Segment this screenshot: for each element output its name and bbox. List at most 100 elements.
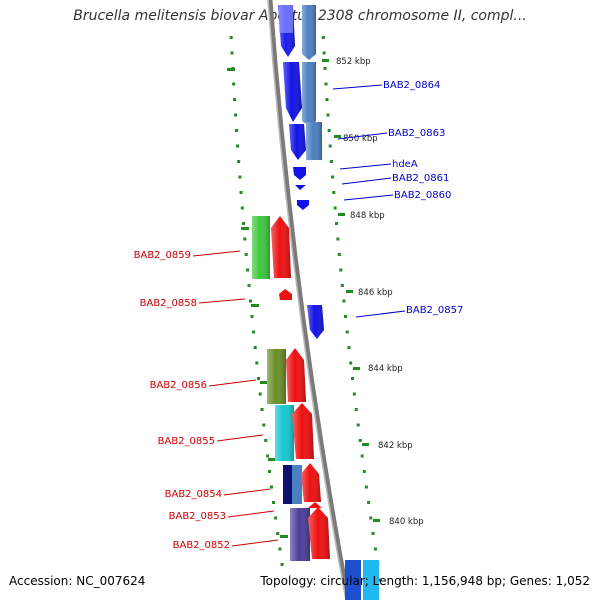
scale-tick-850: 850 kbp	[334, 134, 378, 144]
scale-dot	[280, 563, 284, 566]
scale-dot	[242, 222, 245, 225]
scale-dot	[351, 377, 354, 380]
scale-dot	[230, 51, 234, 55]
scale-dot	[238, 175, 242, 179]
scale-dot	[276, 532, 280, 535]
label-group-bab2-0853[interactable]: BAB2_0853	[169, 510, 275, 522]
scale-dot	[255, 361, 259, 365]
label-group-bab2-0854[interactable]: BAB2_0854	[165, 488, 271, 500]
scale-dot	[233, 98, 237, 101]
scale-dot	[232, 82, 236, 86]
scale-tick-844: 844 kbp	[353, 364, 403, 374]
scale-dot	[367, 501, 371, 504]
gene-glyph-top-partial	[278, 5, 295, 57]
scale-tick-848: 848 kbp	[338, 211, 385, 221]
scale-tick-840: 840 kbp	[373, 517, 424, 527]
scale-dot	[249, 299, 252, 303]
gene-label-bab2-0856: BAB2_0856	[150, 380, 207, 391]
scale-dot	[250, 315, 254, 318]
scale-dot	[264, 439, 268, 442]
scale-dot	[371, 532, 375, 535]
gene-glyph-bab2-0854[interactable]	[283, 463, 321, 504]
scale-dot	[272, 501, 275, 504]
gene-glyph-bab2-0857[interactable]	[307, 305, 324, 339]
scale-dot	[229, 36, 233, 39]
scale-dot	[332, 191, 336, 194]
gene-label-bab2-0858: BAB2_0858	[140, 298, 197, 309]
scale-dot	[362, 470, 366, 473]
scale-dot	[345, 330, 349, 334]
scale-dot	[278, 547, 282, 551]
tick-label-844: 844 kbp	[368, 364, 403, 374]
gene-glyph-bab2-0852[interactable]	[290, 507, 330, 561]
scale-dot	[252, 330, 256, 334]
scale-dot	[324, 82, 328, 86]
gene-label-bab2-0854: BAB2_0854	[165, 489, 222, 500]
scale-dot	[262, 423, 266, 427]
gene-glyph-bab2-0859[interactable]	[252, 216, 291, 279]
scale-tick-842: 842 kbp	[362, 441, 413, 451]
scale-dot	[326, 113, 330, 117]
gene-glyph-bab2-0863[interactable]	[306, 122, 322, 160]
gene-glyph-blue-upper[interactable]	[283, 62, 306, 160]
scale-dot	[321, 36, 325, 39]
label-group-bab2-0859[interactable]: BAB2_0859	[134, 250, 241, 261]
topology-text: Topology: circular; Length: 1,156,948 bp…	[260, 574, 590, 588]
gene-glyph-bab2-0858[interactable]	[279, 289, 292, 300]
scale-dot	[328, 144, 332, 148]
gene-label-bab2-0861: BAB2_0861	[392, 173, 449, 184]
gene-label-bab2-0855: BAB2_0855	[158, 436, 215, 447]
scale-dot	[258, 392, 262, 396]
accession-text: Accession: NC_007624	[9, 574, 146, 588]
tick-label-852: 852 kbp	[336, 57, 371, 67]
scale-dot	[360, 454, 364, 458]
gene-glyph-bab2-0864[interactable]	[302, 5, 316, 126]
scale-dot	[342, 299, 346, 303]
gene-glyph-hdea[interactable]	[293, 167, 306, 180]
scale-dot	[352, 392, 356, 396]
scale-dot	[358, 439, 362, 442]
scale-dot	[340, 284, 344, 287]
label-group-bab2-0864[interactable]: BAB2_0864	[332, 80, 440, 91]
gene-glyph-bab2-0853[interactable]	[308, 502, 322, 508]
label-group-bab2-0856[interactable]: BAB2_0856	[150, 379, 257, 391]
scale-dot	[378, 578, 382, 582]
gene-glyph-bottom-partial	[345, 560, 379, 600]
scale-dot	[325, 98, 329, 101]
scale-dot	[240, 206, 244, 210]
gene-glyph-bab2-0856[interactable]	[267, 348, 306, 404]
tick-label-848: 848 kbp	[350, 211, 385, 221]
scale-dot	[356, 423, 360, 427]
scale-dot	[373, 547, 377, 551]
scale-dot	[244, 253, 248, 256]
outer-scale-track-left	[229, 36, 284, 566]
label-group-bab2-0861[interactable]: BAB2_0861	[341, 173, 449, 185]
gene-label-bab2-0863: BAB2_0863	[388, 128, 445, 139]
label-group-bab2-0852[interactable]: BAB2_0852	[173, 539, 279, 551]
scale-dot	[337, 253, 341, 256]
label-group-bab2-0860[interactable]: BAB2_0860	[343, 190, 451, 201]
scale-dot	[274, 516, 278, 520]
label-group-bab2-0855[interactable]: BAB2_0855	[158, 434, 264, 447]
scale-dot	[323, 67, 327, 70]
scale-dot	[322, 51, 326, 55]
label-group-hdea[interactable]: hdeA	[339, 159, 418, 170]
label-group-bab2-0857[interactable]: BAB2_0857	[355, 305, 463, 318]
scale-dot	[239, 191, 243, 194]
label-group-bab2-0863[interactable]: BAB2_0863	[337, 128, 445, 140]
tick-label-840: 840 kbp	[389, 517, 424, 527]
gene-label-bab2-0857: BAB2_0857	[406, 305, 463, 316]
gene-glyph-bab2-0855[interactable]	[275, 403, 314, 461]
tick-label-846: 846 kbp	[358, 288, 393, 298]
chromosome-backbone	[267, 0, 351, 600]
scale-dot	[257, 377, 260, 380]
gene-glyph-bab2-0860[interactable]	[297, 200, 309, 210]
scale-dot	[266, 454, 270, 458]
scale-dot	[349, 361, 353, 365]
gene-glyph-bab2-0861[interactable]	[295, 185, 306, 190]
scale-dot	[333, 206, 337, 210]
scale-dot	[236, 144, 240, 148]
label-group-bab2-0858[interactable]: BAB2_0858	[140, 298, 246, 309]
